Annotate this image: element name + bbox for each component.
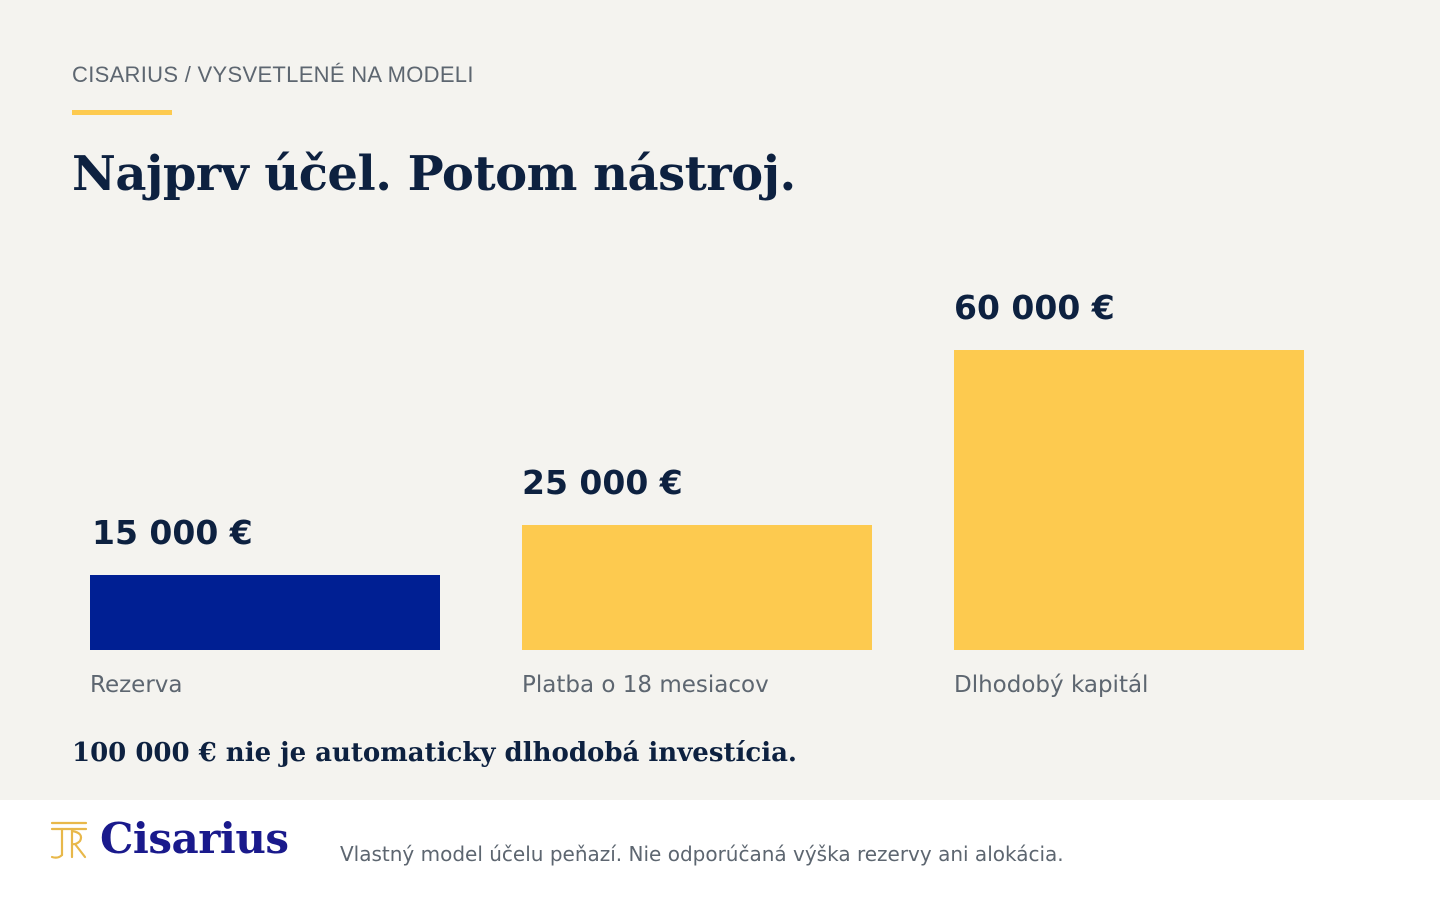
cisarius-monogram-icon — [50, 821, 88, 859]
breadcrumb: CISARIUS / VYSVETLENÉ NA MODELI — [72, 62, 474, 87]
disclaimer: Vlastný model účelu peňazí. Nie odporúča… — [340, 842, 1064, 866]
category-label: Dlhodobý kapitál — [954, 672, 1149, 698]
chart-note: 100 000 € nie je automaticky dlhodobá in… — [72, 738, 797, 768]
category-label: Rezerva — [90, 672, 183, 698]
bar-value-label: 25 000 € — [522, 463, 683, 502]
footer: Cisarius Vlastný model účelu peňazí. Nie… — [0, 800, 1440, 900]
brand-wordmark: Cisarius — [100, 814, 289, 863]
brand-logo: Cisarius — [48, 814, 289, 863]
bar-chart: 15 000 € Rezerva 25 000 € Platba o 18 mesia… — [90, 288, 1304, 698]
bar-value-label: 15 000 € — [92, 513, 253, 552]
bar-2 — [522, 525, 872, 650]
category-label: Platba o 18 mesiacov — [522, 672, 769, 698]
bar-3 — [954, 350, 1304, 650]
accent-divider — [72, 110, 172, 115]
page-title: Najprv účel. Potom nástroj. — [72, 146, 796, 202]
bar-value-label: 60 000 € — [954, 288, 1115, 327]
bar-1 — [90, 575, 440, 650]
